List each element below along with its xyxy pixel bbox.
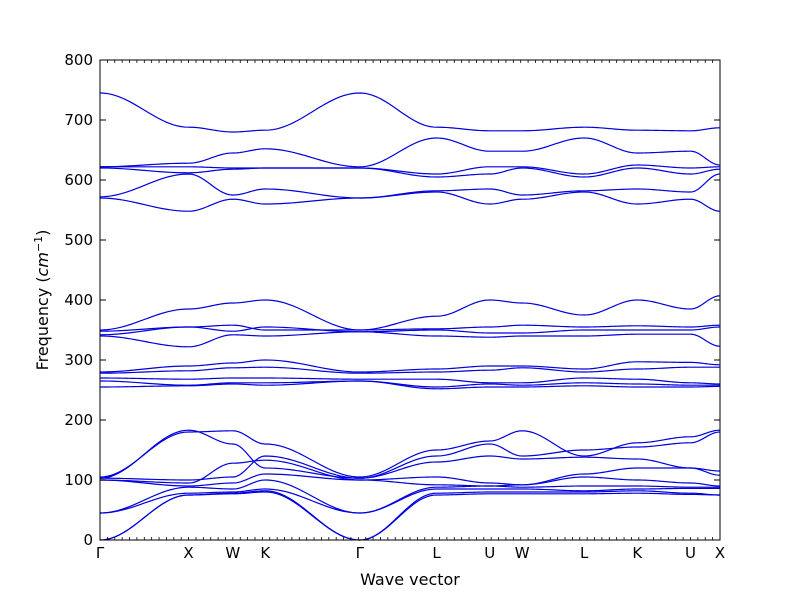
band-line [99, 295, 721, 331]
band-line [99, 137, 721, 168]
band-line [99, 429, 721, 478]
band-line [99, 473, 721, 487]
x-tick-label: L [580, 544, 589, 562]
band-line [99, 487, 720, 514]
x-tick-label: W [225, 544, 240, 562]
y-axis-title: Frequency (cm−1) [32, 230, 52, 371]
y-tick-label: 400 [64, 291, 93, 309]
y-tick-label: 200 [64, 411, 93, 429]
y-tick-label: 100 [64, 471, 93, 489]
band-line [99, 490, 721, 541]
x-tick-label: L [432, 544, 441, 562]
band-line [99, 173, 721, 199]
y-tick-label: 500 [64, 231, 93, 249]
band-lines [99, 92, 721, 541]
x-tick-label: X [183, 544, 193, 562]
x-tick-label: U [685, 544, 696, 562]
x-tick-label: Γ [96, 544, 105, 562]
plot-frame [99, 59, 721, 541]
x-axis-title: Wave vector [360, 570, 460, 589]
y-tick-label: 800 [64, 51, 93, 69]
band-line [99, 380, 720, 390]
band-line [99, 359, 721, 373]
x-tick-label: U [484, 544, 495, 562]
y-axis-unit-exponent: −1 [32, 236, 45, 252]
band-line [99, 377, 721, 385]
x-tick-label: X [715, 544, 725, 562]
band-line [99, 429, 721, 479]
x-tick-label: Γ [356, 544, 365, 562]
band-line [99, 479, 720, 514]
band-line [99, 380, 720, 388]
band-line [99, 191, 721, 212]
band-line [99, 491, 720, 541]
y-tick-label: 600 [64, 171, 93, 189]
band-line [99, 455, 721, 481]
x-tick-label: W [515, 544, 530, 562]
y-tick-label: 300 [64, 351, 93, 369]
band-line [99, 167, 721, 178]
x-tick-label: K [632, 544, 643, 562]
band-line [99, 366, 720, 374]
x-tick-label: K [260, 544, 271, 562]
y-tick-label: 0 [83, 531, 93, 549]
band-line [99, 92, 721, 133]
y-axis-unit: cm [33, 252, 52, 276]
band-line [100, 164, 721, 175]
band-line [99, 324, 721, 332]
y-tick-label: 700 [64, 111, 93, 129]
band-line [99, 459, 721, 486]
y-tick-labels: 0 100 200 300 400 500 600 700 800 [64, 51, 93, 549]
band-line [99, 326, 721, 336]
band-line [99, 331, 721, 348]
y-axis-title-text: Frequency [33, 288, 52, 371]
